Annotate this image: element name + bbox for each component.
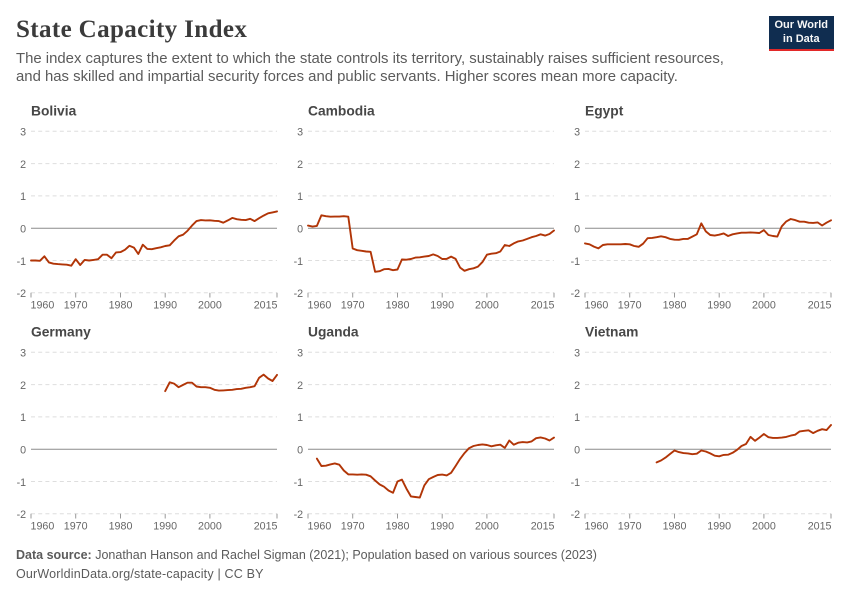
svg-text:-1: -1 [17,256,27,268]
svg-text:1970: 1970 [64,300,88,312]
svg-text:1980: 1980 [109,521,133,533]
svg-text:Egypt: Egypt [585,104,624,119]
svg-text:1970: 1970 [341,521,365,533]
svg-text:2: 2 [297,380,303,392]
svg-text:-2: -2 [17,288,27,300]
svg-text:-2: -2 [294,288,304,300]
svg-text:Uganda: Uganda [308,325,359,340]
svg-text:2015: 2015 [531,300,555,312]
svg-text:1: 1 [297,191,303,203]
svg-text:0: 0 [20,445,26,457]
svg-text:3: 3 [574,348,580,360]
svg-text:1970: 1970 [341,300,365,312]
svg-text:1990: 1990 [430,300,454,312]
svg-text:1980: 1980 [386,300,410,312]
svg-text:2: 2 [574,380,580,392]
svg-text:2015: 2015 [254,521,278,533]
svg-text:1980: 1980 [386,521,410,533]
svg-text:1960: 1960 [31,521,55,533]
svg-text:2015: 2015 [808,300,832,312]
svg-text:2000: 2000 [198,300,222,312]
svg-text:1: 1 [574,191,580,203]
svg-text:3: 3 [574,127,580,139]
svg-text:3: 3 [20,348,26,360]
svg-text:-2: -2 [17,509,27,521]
svg-text:1980: 1980 [663,300,687,312]
svg-text:0: 0 [297,445,303,457]
svg-text:1960: 1960 [308,521,332,533]
svg-text:3: 3 [297,127,303,139]
svg-text:1970: 1970 [618,300,642,312]
svg-text:2000: 2000 [752,521,776,533]
svg-text:2000: 2000 [752,300,776,312]
svg-text:2000: 2000 [475,521,499,533]
svg-text:2015: 2015 [808,521,832,533]
svg-text:1: 1 [297,412,303,424]
svg-text:0: 0 [20,224,26,236]
svg-text:-2: -2 [571,509,581,521]
svg-text:2000: 2000 [475,300,499,312]
svg-text:1960: 1960 [308,300,332,312]
svg-text:0: 0 [574,224,580,236]
svg-text:-2: -2 [571,288,581,300]
svg-text:1980: 1980 [663,521,687,533]
svg-text:Germany: Germany [31,325,91,340]
svg-text:-2: -2 [294,509,304,521]
svg-text:1990: 1990 [707,300,731,312]
svg-text:1970: 1970 [64,521,88,533]
svg-text:2000: 2000 [198,521,222,533]
svg-text:-1: -1 [17,477,27,489]
svg-text:Vietnam: Vietnam [585,325,638,340]
svg-text:0: 0 [297,224,303,236]
svg-text:Bolivia: Bolivia [31,104,77,119]
svg-text:0: 0 [574,445,580,457]
svg-text:1: 1 [574,412,580,424]
svg-text:1990: 1990 [707,521,731,533]
svg-text:1990: 1990 [153,300,177,312]
svg-text:1980: 1980 [109,300,133,312]
svg-text:2: 2 [20,380,26,392]
svg-text:1960: 1960 [585,300,609,312]
svg-text:3: 3 [297,348,303,360]
svg-text:-1: -1 [294,477,304,489]
svg-text:3: 3 [20,127,26,139]
svg-text:-1: -1 [294,256,304,268]
svg-text:2: 2 [574,159,580,171]
svg-text:1960: 1960 [31,300,55,312]
svg-text:1970: 1970 [618,521,642,533]
svg-text:1990: 1990 [153,521,177,533]
svg-text:2015: 2015 [531,521,555,533]
svg-text:-1: -1 [571,477,581,489]
svg-text:1: 1 [20,191,26,203]
svg-text:1990: 1990 [430,521,454,533]
svg-text:2: 2 [297,159,303,171]
svg-text:1: 1 [20,412,26,424]
svg-text:-1: -1 [571,256,581,268]
svg-text:2015: 2015 [254,300,278,312]
svg-text:Cambodia: Cambodia [308,104,375,119]
svg-text:2: 2 [20,159,26,171]
svg-text:1960: 1960 [585,521,609,533]
